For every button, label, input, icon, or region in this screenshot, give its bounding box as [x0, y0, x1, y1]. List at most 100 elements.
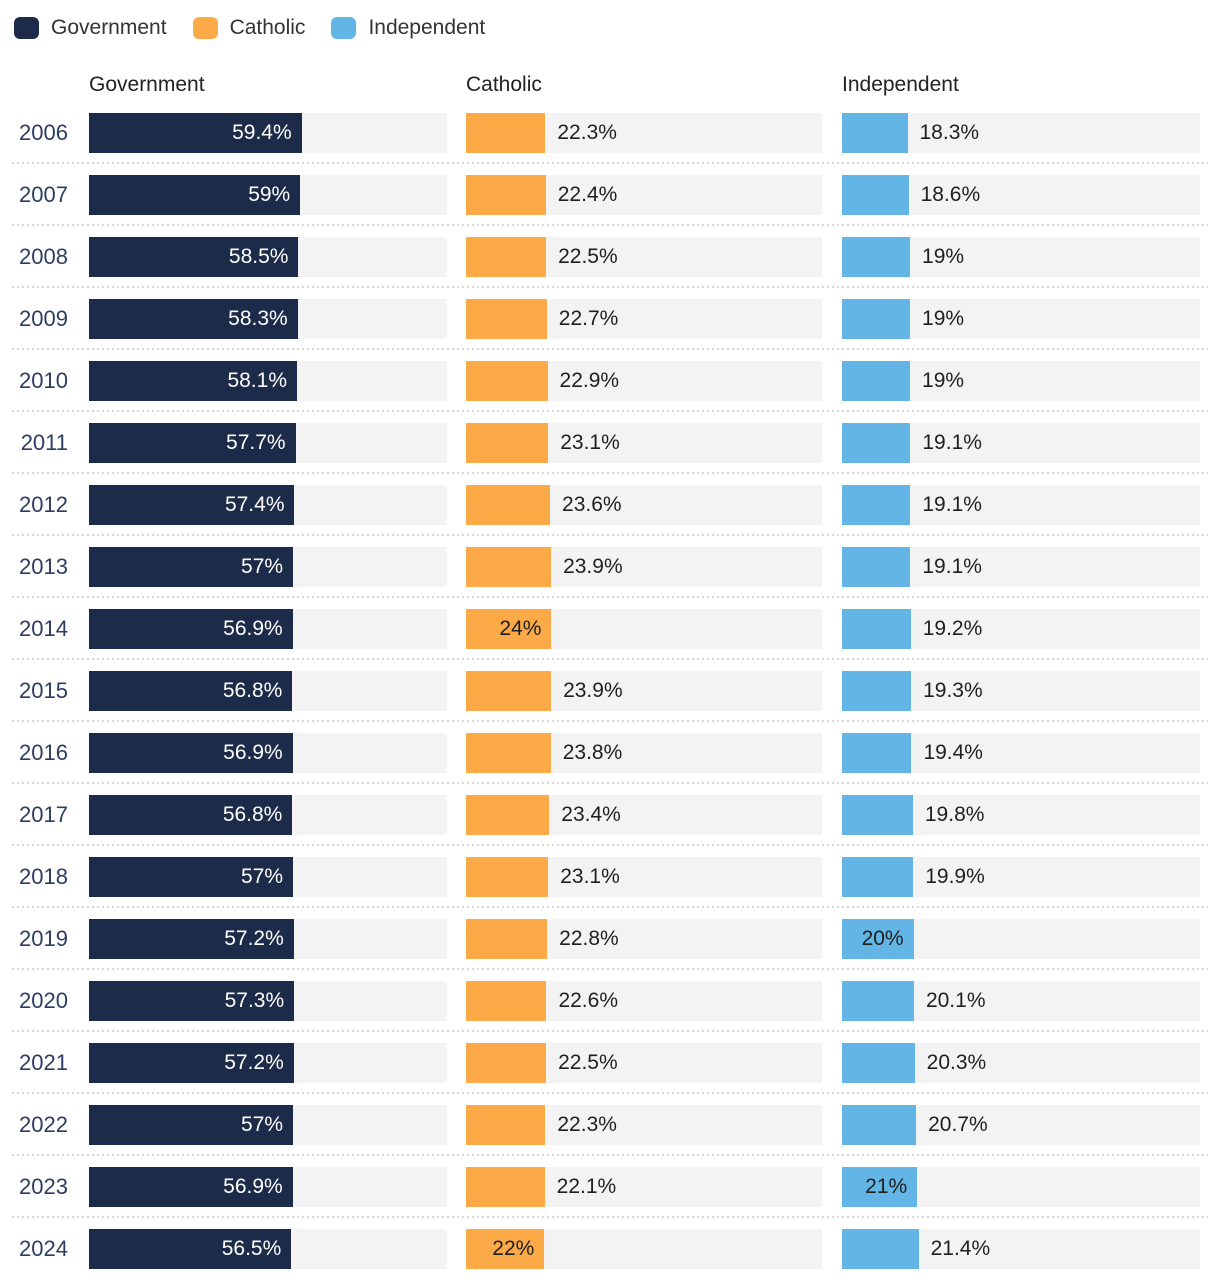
row-separator [12, 534, 1208, 536]
catholic-bar-track: 22.7% [466, 299, 822, 339]
year-label: 2008 [19, 244, 68, 269]
year-label: 2024 [19, 1236, 68, 1261]
government-bar-value-label: 57% [241, 865, 284, 888]
government-bar-fill [89, 175, 301, 215]
independent-bar-value-label: 19.3% [923, 679, 983, 702]
government-bar-track: 57% [89, 547, 447, 587]
legend-swatch-icon [331, 17, 357, 39]
catholic-bar-value-label: 23.8% [562, 741, 623, 764]
independent-bar-fill [842, 361, 911, 401]
independent-bar-value-label: 19.8% [924, 803, 985, 826]
row-separator [12, 472, 1208, 474]
year-row: 2013 57% 23.9% 19.1% [0, 536, 1220, 598]
government-bar-track: 59.4% [89, 113, 447, 153]
government-bar-value-label: 56.9% [223, 741, 283, 764]
government-bar-value-label: 57.2% [224, 927, 284, 950]
year-label: 2009 [19, 306, 68, 331]
year-row: 2022 57% 22.3% 20.7% [0, 1094, 1220, 1156]
catholic-bar-track: 22% [466, 1229, 822, 1269]
catholic-bar-value-label: 22.3% [557, 1113, 617, 1136]
government-bar-track: 56.5% [89, 1229, 447, 1269]
independent-bar-value-label: 20.7% [928, 1113, 988, 1136]
government-bar-track: 57.2% [89, 919, 447, 959]
independent-bar-value-label: 20.1% [925, 989, 986, 1012]
government-bar-track: 58.5% [89, 237, 447, 277]
year-label: 2016 [19, 740, 68, 765]
year-row: 2017 56.8% 23.4% 19.8% [0, 784, 1220, 846]
independent-bar-value-label: 19% [922, 307, 965, 330]
catholic-bar-fill [466, 733, 551, 773]
catholic-bar-value-label: 22.1% [556, 1175, 617, 1198]
independent-bar-value-label: 20.3% [926, 1051, 987, 1074]
catholic-bar-track: 22.9% [466, 361, 822, 401]
government-bar-fill [89, 1229, 292, 1269]
catholic-bar-value-label: 23.9% [563, 679, 623, 702]
government-bar-value-label: 58.5% [228, 245, 289, 268]
legend-item: Catholic [192, 16, 306, 40]
catholic-bar-fill [466, 423, 549, 463]
legend: Government Catholic Independent [0, 0, 1220, 40]
government-bar-value-label: 57% [241, 1113, 284, 1136]
independent-bar-value-label: 18.6% [920, 183, 981, 206]
independent-bar-fill [842, 113, 908, 153]
independent-bar-track: 21% [842, 1167, 1200, 1207]
catholic-bar-track: 22.4% [466, 175, 822, 215]
independent-bar-track: 18.3% [842, 113, 1200, 153]
year-label: 2012 [19, 492, 68, 517]
government-bar-value-label: 56.8% [222, 803, 283, 826]
catholic-bar-value-label: 23.1% [560, 431, 620, 454]
government-bar-fill [89, 547, 294, 587]
row-separator [12, 410, 1208, 412]
catholic-bar-track: 24% [466, 609, 822, 649]
independent-bar-fill [842, 1167, 918, 1207]
government-bar-fill [89, 609, 293, 649]
year-label: 2006 [19, 120, 68, 145]
chart-rows: 2006 59.4% 22.3% 18.3% 2007 59% 22.4% [0, 102, 1220, 1280]
legend-label: Independent [368, 16, 486, 39]
legend-item: Government [14, 16, 167, 40]
government-bar-value-label: 56.8% [222, 679, 283, 702]
year-row: 2011 57.7% 23.1% 19.1% [0, 412, 1220, 474]
independent-bar-value-label: 19.2% [922, 617, 983, 640]
independent-bar-fill [842, 919, 914, 959]
column-header-catholic: Catholic [466, 73, 542, 96]
government-bar-fill [89, 671, 293, 711]
independent-bar-value-label: 19.1% [922, 431, 982, 454]
independent-bar-track: 19% [842, 237, 1200, 277]
independent-bar-fill [842, 1105, 917, 1145]
catholic-bar-fill [466, 299, 547, 339]
independent-bar-track: 18.6% [842, 175, 1200, 215]
government-bar-value-label: 58.1% [227, 369, 287, 392]
catholic-bar-fill [466, 1229, 545, 1269]
catholic-bar-fill [466, 361, 548, 401]
independent-bar-value-label: 21% [865, 1175, 908, 1198]
catholic-bar-value-label: 24% [499, 617, 542, 640]
catholic-bar-fill [466, 857, 549, 897]
independent-bar-fill [842, 1043, 915, 1083]
government-bar-track: 56.8% [89, 671, 447, 711]
legend-label: Catholic [229, 16, 306, 39]
independent-bar-fill [842, 795, 913, 835]
catholic-bar-value-label: 22% [492, 1237, 535, 1260]
catholic-bar-value-label: 23.9% [563, 555, 623, 578]
government-bar-track: 56.9% [89, 1167, 447, 1207]
year-row: 2016 56.9% 23.8% 19.4% [0, 722, 1220, 784]
independent-bar-fill [842, 547, 911, 587]
independent-bar-track: 20.7% [842, 1105, 1200, 1145]
row-separator [12, 782, 1208, 784]
government-bar-fill [89, 423, 296, 463]
year-label: 2020 [19, 988, 68, 1013]
independent-bar-track: 19% [842, 361, 1200, 401]
independent-bar-fill [842, 671, 912, 711]
row-separator [12, 286, 1208, 288]
row-separator [12, 968, 1208, 970]
year-row: 2014 56.9% 24% 19.2% [0, 598, 1220, 660]
row-separator [12, 224, 1208, 226]
row-separator [12, 596, 1208, 598]
catholic-bar-value-label: 22.3% [557, 121, 617, 144]
independent-bar-track: 19.9% [842, 857, 1200, 897]
independent-bar-value-label: 21.4% [930, 1237, 991, 1260]
row-separator [12, 906, 1208, 908]
year-row: 2007 59% 22.4% 18.6% [0, 164, 1220, 226]
